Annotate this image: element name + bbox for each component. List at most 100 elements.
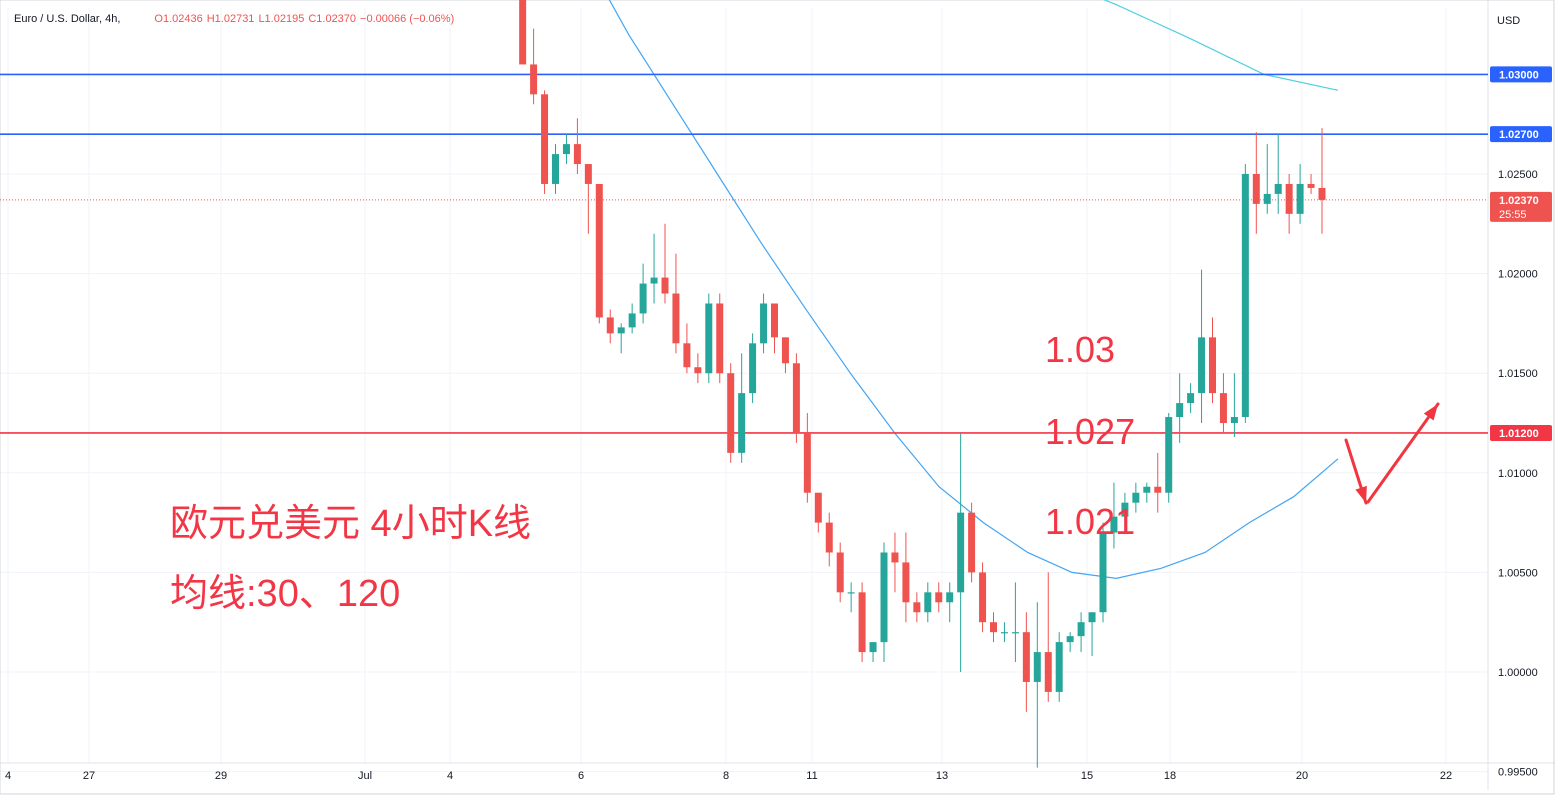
candle-body bbox=[1219, 393, 1227, 423]
candle-body bbox=[803, 432, 811, 493]
candle bbox=[639, 263, 647, 324]
candle bbox=[1274, 134, 1282, 214]
candle bbox=[891, 532, 899, 593]
time-tick-label: 13 bbox=[936, 770, 948, 782]
time-axis[interactable]: 4 27 29 Jul 4 6 8 11 13 15 18 20 22 bbox=[5, 770, 1452, 782]
candle-body bbox=[1121, 502, 1129, 517]
down-arrow bbox=[1344, 438, 1368, 505]
candle bbox=[902, 532, 910, 623]
candle bbox=[1165, 413, 1173, 503]
candle bbox=[1077, 612, 1085, 653]
price-tick-label: 1.00500 bbox=[1498, 567, 1538, 579]
candle-body bbox=[1252, 174, 1260, 204]
time-tick-label: 20 bbox=[1296, 770, 1308, 782]
candle bbox=[595, 183, 603, 324]
candle bbox=[1219, 373, 1227, 433]
candle bbox=[803, 413, 811, 503]
candle-body bbox=[1230, 417, 1238, 423]
candle bbox=[836, 542, 844, 603]
candle bbox=[661, 223, 669, 304]
candle-body bbox=[880, 552, 888, 643]
price-tick-label: 1.00000 bbox=[1498, 667, 1538, 679]
time-tick-label: 15 bbox=[1081, 770, 1093, 782]
candle-body bbox=[1066, 636, 1074, 643]
candle-body bbox=[1110, 516, 1118, 533]
candle bbox=[530, 28, 538, 105]
candle-body bbox=[595, 183, 603, 318]
symbol-header[interactable]: Euro / U.S. Dollar, 4h, O1.02436 H1.0273… bbox=[14, 13, 454, 25]
candle-body bbox=[1274, 183, 1282, 194]
candle bbox=[968, 502, 976, 583]
candle-body bbox=[760, 303, 768, 344]
candle-body bbox=[606, 317, 614, 334]
candle bbox=[1252, 132, 1260, 234]
candle bbox=[584, 164, 592, 234]
candle bbox=[519, 0, 527, 65]
candle bbox=[727, 363, 735, 463]
candle-body bbox=[628, 313, 636, 328]
candle-body bbox=[639, 283, 647, 314]
candle bbox=[1285, 174, 1293, 234]
price-line-badge-text: 1.03000 bbox=[1499, 69, 1539, 81]
candle bbox=[552, 144, 559, 194]
candle-body bbox=[705, 303, 713, 374]
time-tick-label: 11 bbox=[806, 770, 817, 782]
candle bbox=[749, 333, 757, 404]
candle bbox=[562, 134, 570, 165]
candle-body bbox=[1077, 622, 1085, 637]
candle-body bbox=[847, 592, 855, 594]
candle-body bbox=[1296, 183, 1304, 214]
last-price-countdown: 25:55 bbox=[1499, 209, 1527, 221]
candle bbox=[781, 337, 789, 374]
candle bbox=[979, 562, 987, 633]
candle-body bbox=[617, 327, 625, 334]
candle bbox=[541, 90, 549, 194]
time-tick-label: 4 bbox=[447, 770, 453, 782]
candle-body bbox=[1099, 532, 1107, 613]
ohlc-high: H1.02731 bbox=[206, 13, 255, 25]
time-tick-label: 27 bbox=[83, 770, 95, 782]
symbol-title[interactable]: Euro / U.S. Dollar, 4h, bbox=[14, 13, 121, 25]
price-line-badge bbox=[1490, 126, 1552, 143]
candle bbox=[1143, 482, 1151, 503]
price-line-badge-text: 1.01200 bbox=[1499, 428, 1539, 440]
candle-body bbox=[738, 393, 746, 453]
candle-body bbox=[1198, 337, 1206, 394]
price-tick-label: 1.01500 bbox=[1498, 368, 1538, 380]
candle-body bbox=[858, 592, 866, 653]
price-tick-label: 1.02000 bbox=[1498, 269, 1538, 281]
candle bbox=[672, 253, 680, 354]
chart-caption-ma: 均线:30、120 bbox=[170, 573, 400, 615]
candle-body bbox=[1022, 632, 1030, 682]
candle-body bbox=[716, 303, 724, 374]
candle bbox=[1230, 373, 1238, 437]
candle-body bbox=[1132, 492, 1140, 503]
candle bbox=[825, 512, 833, 567]
last-price-value: 1.02370 bbox=[1499, 195, 1539, 207]
candle-body bbox=[1263, 193, 1271, 204]
ohlc-close: C1.02370 bbox=[308, 13, 357, 25]
forecast-arrows bbox=[1344, 402, 1440, 505]
up-arrow bbox=[1366, 402, 1440, 504]
horizontal-lines[interactable] bbox=[0, 73, 1488, 434]
candle-body bbox=[672, 293, 680, 344]
ohlc-open: O1.02436 bbox=[154, 13, 203, 25]
candle-body bbox=[1241, 174, 1249, 418]
candle-body bbox=[869, 642, 877, 653]
up-arrow-shaft bbox=[1366, 402, 1440, 504]
candle-body bbox=[519, 0, 527, 65]
moving-averages bbox=[608, 0, 1339, 579]
candle-body bbox=[979, 572, 987, 623]
candle-body bbox=[1055, 642, 1063, 692]
level-label-1: 1.03 bbox=[1045, 329, 1115, 370]
candle-body bbox=[1209, 337, 1216, 394]
candle bbox=[869, 642, 877, 663]
candle-body bbox=[1143, 486, 1151, 493]
candle bbox=[1055, 632, 1063, 702]
price-axis[interactable]: USD 0.99500 1.00000 1.00500 1.01000 1.01500 1.… bbox=[1490, 0, 1552, 779]
candle-body bbox=[1307, 183, 1315, 188]
candle bbox=[1209, 317, 1216, 404]
